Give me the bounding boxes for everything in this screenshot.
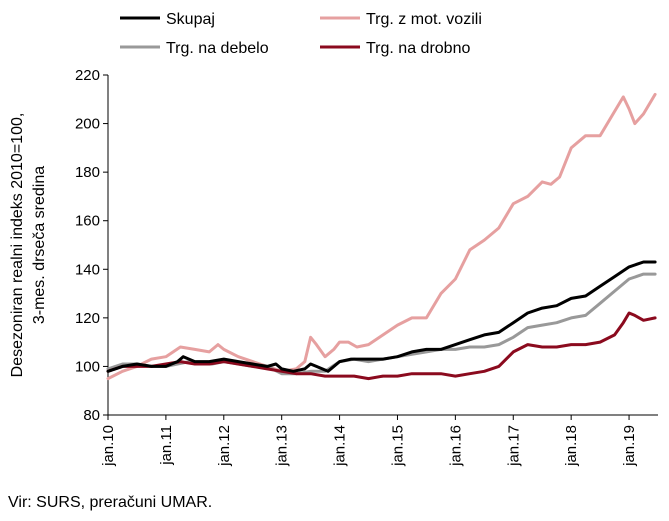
legend-label: Skupaj <box>166 11 215 28</box>
x-tick-label: jan.14 <box>332 425 349 467</box>
y-axis-label-line: 3-mes. drseča sredina <box>31 166 48 324</box>
y-tick-label: 200 <box>75 116 100 133</box>
y-axis-label-line: Desezoniran realni indeks 2010=100, <box>9 113 26 378</box>
x-tick-label: jan.15 <box>389 425 406 467</box>
x-tick-label: jan.13 <box>274 425 291 467</box>
y-tick-label: 120 <box>75 310 100 327</box>
x-tick-label: jan.12 <box>216 425 233 467</box>
axes: 80 100 120 140 160 180 200 220 jan.10 jan.11 jan.1… <box>75 67 658 467</box>
plot-lines <box>106 92 657 381</box>
y-tick-label: 80 <box>83 407 100 424</box>
legend-label: Trg. z mot. vozili <box>366 11 482 28</box>
legend-label: Trg. na drobno <box>366 40 470 57</box>
y-tick-label: 160 <box>75 213 100 230</box>
x-tick-label: jan.19 <box>621 425 638 467</box>
y-tick-label: 180 <box>75 164 100 181</box>
series-line-0 <box>106 260 657 373</box>
y-axis-label: Desezoniran realni indeks 2010=100, 3-mes… <box>9 113 48 378</box>
legend: Skupaj Trg. na debelo Trg. z mot. vozili Tr… <box>120 11 482 57</box>
source-note: Vir: SURS, preračuni UMAR. <box>8 494 213 511</box>
x-tick-label: jan.10 <box>100 425 117 467</box>
y-tick-label: 100 <box>75 358 100 375</box>
series-line-2 <box>106 92 657 381</box>
x-tick-label: jan.11 <box>158 425 175 466</box>
series-line-3 <box>106 311 657 381</box>
legend-label: Trg. na debelo <box>166 40 269 57</box>
x-tick-label: jan.16 <box>447 425 464 467</box>
y-tick-label: 220 <box>75 67 100 84</box>
x-tick-label: jan.17 <box>505 425 522 467</box>
x-tick-label: jan.18 <box>563 425 580 467</box>
y-tick-label: 140 <box>75 261 100 278</box>
